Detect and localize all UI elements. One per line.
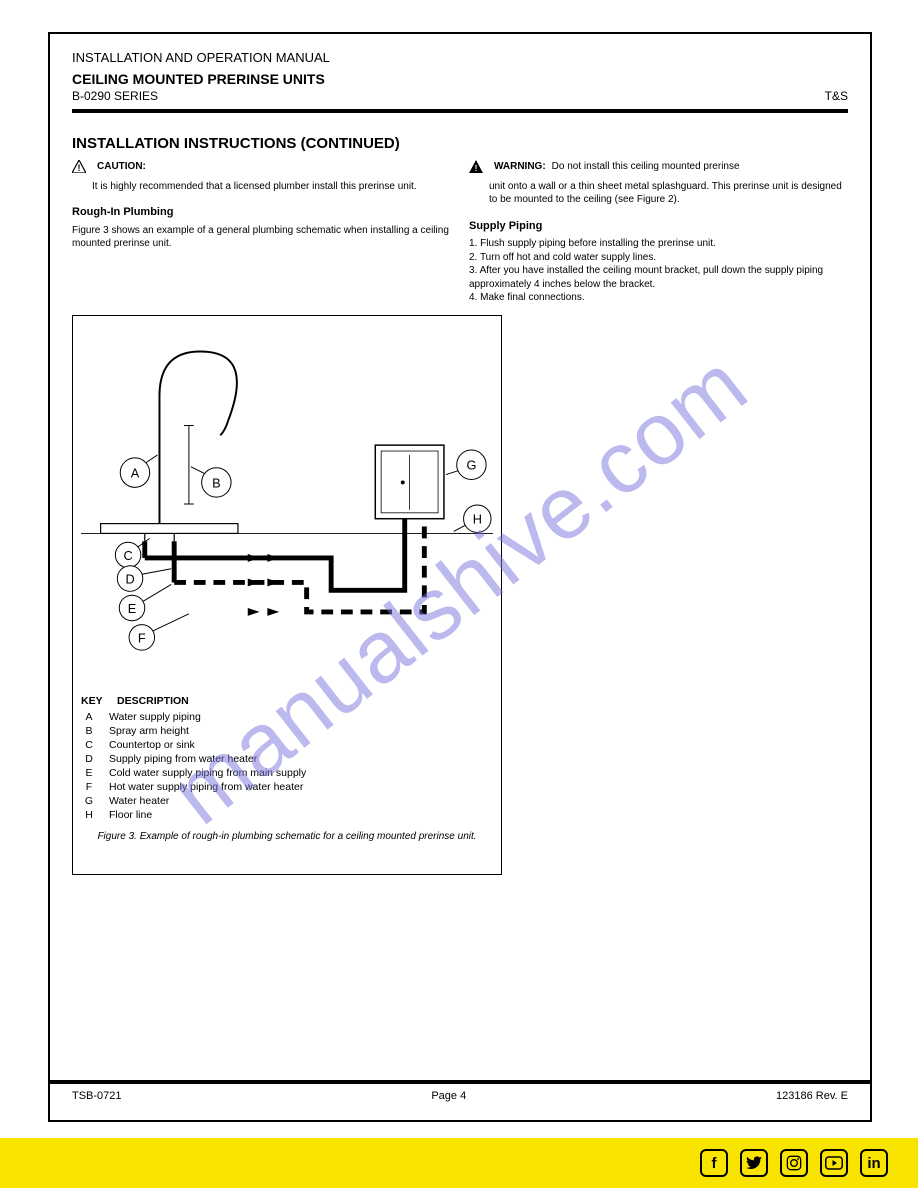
figure-legend: KEY DESCRIPTION AWater supply piping BSp… [81,695,493,821]
svg-text:E: E [128,601,137,616]
steps-title: Supply Piping [469,219,848,234]
figure-3-diagram: A B C D E F G H [81,324,493,684]
svg-text:H: H [473,511,482,526]
legend-row: GWater heater [81,795,493,807]
legend-row: FHot water supply piping from water heat… [81,781,493,793]
legend-row: CCountertop or sink [81,739,493,751]
legend-row: ECold water supply piping from main supp… [81,767,493,779]
page-footer: TSB-0721 Page 4 123186 Rev. E [50,1080,870,1102]
warning-text-1: Do not install this ceiling mounted prer… [552,160,740,174]
brand-label: T&S [825,89,848,103]
legend-row: DSupply piping from water heater [81,753,493,765]
warning-text-2: unit onto a wall or a thin sheet metal s… [489,180,848,207]
page: manualshive.com INSTALLATION AND OPERATI… [0,0,918,1188]
right-column: ! WARNING: Do not install this ceiling m… [469,160,848,305]
svg-text:!: ! [475,164,478,173]
instagram-icon[interactable] [780,1149,808,1177]
two-column-body: ! CAUTION: It is highly recommended that… [50,160,870,305]
legend-row: HFloor line [81,809,493,821]
rough-in-title: Rough-In Plumbing [72,205,451,220]
section-title: INSTALLATION INSTRUCTIONS (CONTINUED) [50,131,870,160]
svg-text:D: D [125,571,134,586]
warning-row: ! WARNING: Do not install this ceiling m… [469,160,848,178]
svg-text:A: A [131,465,140,480]
caution-label: CAUTION: [97,160,146,174]
step-2: 2. Turn off hot and cold water supply li… [469,251,848,265]
caution-row: ! CAUTION: [72,160,451,178]
twitter-icon[interactable] [740,1149,768,1177]
header-rule [72,109,848,113]
svg-text:C: C [123,548,132,563]
svg-text:!: ! [78,163,81,173]
footer-left: TSB-0721 [72,1090,122,1102]
series-label: B-0290 SERIES [72,89,158,103]
legend-row: AWater supply piping [81,711,493,723]
document-header: INSTALLATION AND OPERATION MANUAL CEILIN… [50,34,870,131]
step-3: 3. After you have installed the ceiling … [469,264,848,291]
footer-right: 123186 Rev. E [776,1090,848,1102]
series-row: B-0290 SERIES T&S [72,89,848,103]
site-footer-bar: f in [0,1138,918,1188]
caution-text: It is highly recommended that a licensed… [92,180,451,194]
document-frame: INSTALLATION AND OPERATION MANUAL CEILIN… [48,32,872,1122]
svg-text:G: G [466,458,476,473]
footer-center: Page 4 [431,1090,466,1102]
svg-text:F: F [138,630,146,645]
facebook-icon[interactable]: f [700,1149,728,1177]
linkedin-icon[interactable]: in [860,1149,888,1177]
figure-3-box: A B C D E F G H [72,315,502,875]
step-4: 4. Make final connections. [469,291,848,305]
legend-row: BSpray arm height [81,725,493,737]
rough-in-text: Figure 3 shows an example of a general p… [72,224,451,251]
header-line: INSTALLATION AND OPERATION MANUAL [72,50,848,65]
left-column: ! CAUTION: It is highly recommended that… [72,160,451,305]
caution-icon: ! [72,160,86,178]
legend-header-desc: DESCRIPTION [117,695,493,707]
document-title: CEILING MOUNTED PRERINSE UNITS [72,71,848,87]
step-1: 1. Flush supply piping before installing… [469,237,848,251]
svg-text:B: B [212,475,221,490]
figure-caption: Figure 3. Example of rough-in plumbing s… [81,831,493,842]
warning-icon: ! [469,160,483,178]
warning-label: WARNING: [494,160,546,174]
legend-header-key: KEY [81,695,97,707]
youtube-icon[interactable] [820,1149,848,1177]
